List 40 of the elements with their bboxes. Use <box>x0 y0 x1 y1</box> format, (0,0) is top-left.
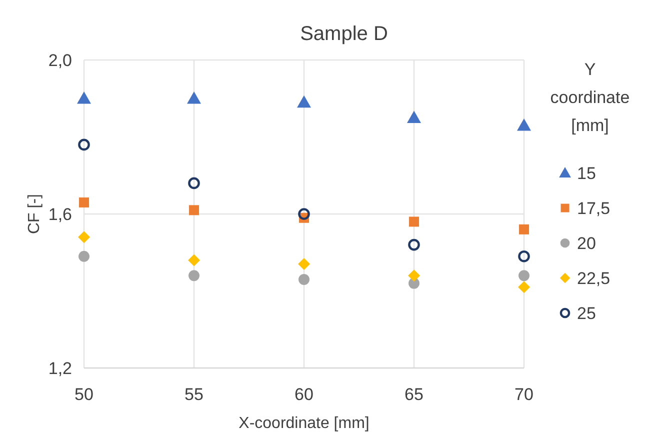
point <box>408 270 420 282</box>
y-tick-label: 1,2 <box>48 359 72 378</box>
point <box>78 231 90 244</box>
legend-label: 15 <box>577 164 596 183</box>
point <box>409 216 419 227</box>
y-tick-label: 1,6 <box>48 205 72 224</box>
point <box>298 208 310 220</box>
x-tick-label: 65 <box>404 385 424 404</box>
point <box>518 250 530 262</box>
point <box>189 205 199 216</box>
x-tick-label: 70 <box>514 385 534 404</box>
legend-label: 17,5 <box>577 199 610 218</box>
point <box>298 274 310 285</box>
point <box>77 92 91 104</box>
point <box>188 270 200 282</box>
y-tick-label: 2,0 <box>48 51 72 70</box>
point <box>187 92 201 104</box>
legend-label: 22,5 <box>577 269 610 288</box>
x-tick-label: 60 <box>294 385 314 404</box>
point <box>518 270 530 282</box>
point <box>78 138 90 151</box>
point <box>78 250 90 262</box>
x-tick-label: 55 <box>184 385 204 404</box>
legend-label: 25 <box>577 304 596 323</box>
point <box>188 177 200 190</box>
point <box>188 254 200 266</box>
point <box>79 197 89 208</box>
x-axis-title: X-coordinate [mm] <box>238 415 370 432</box>
point <box>408 238 420 251</box>
y-axis-title: CF [-] <box>26 194 43 234</box>
point <box>517 118 531 131</box>
point <box>407 110 421 123</box>
point <box>518 281 530 294</box>
legend-label: 20 <box>577 234 596 253</box>
legend-title: Y coordinate [mm] <box>550 60 630 135</box>
point <box>519 224 529 234</box>
point <box>297 95 311 108</box>
x-tick-label: 50 <box>74 385 94 404</box>
point <box>298 258 310 270</box>
chart-title: Sample D <box>300 23 388 45</box>
